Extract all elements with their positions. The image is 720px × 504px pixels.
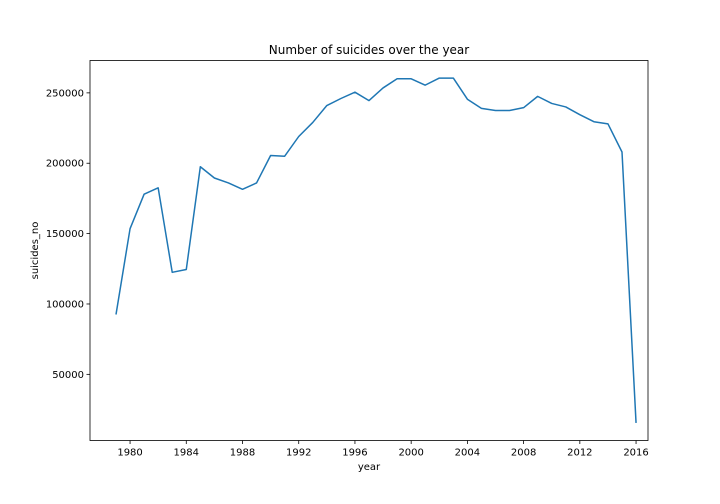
x-axis-label: year [358, 462, 381, 473]
plot-area-frame [89, 60, 649, 441]
y-axis-label: suicides_no [30, 222, 41, 280]
x-tick-label: 1996 [342, 448, 367, 459]
y-axis-ticks: 50000 100000 150000 200000 250000 [46, 88, 90, 381]
x-axis-ticks: 1980 1984 1988 1992 1996 2000 2004 2008 2012 2016 [117, 440, 649, 459]
y-tick-label: 50000 [52, 370, 84, 381]
x-tick-label: 2008 [511, 448, 536, 459]
y-tick-label: 200000 [46, 159, 84, 170]
chart-title: Number of suicides over the year [269, 43, 470, 57]
x-tick-label: 2004 [455, 448, 480, 459]
x-tick-label: 2000 [398, 448, 423, 459]
y-tick-label: 100000 [46, 299, 84, 310]
x-tick-label: 1980 [117, 448, 142, 459]
y-tick-label: 250000 [46, 88, 84, 99]
x-tick-label: 2012 [567, 448, 592, 459]
x-tick-label: 1984 [174, 448, 199, 459]
x-tick-label: 1992 [286, 448, 311, 459]
x-tick-label: 1988 [230, 448, 255, 459]
x-tick-label: 2016 [623, 448, 648, 459]
series-line-suicides [115, 77, 637, 423]
y-tick-label: 150000 [46, 229, 84, 240]
